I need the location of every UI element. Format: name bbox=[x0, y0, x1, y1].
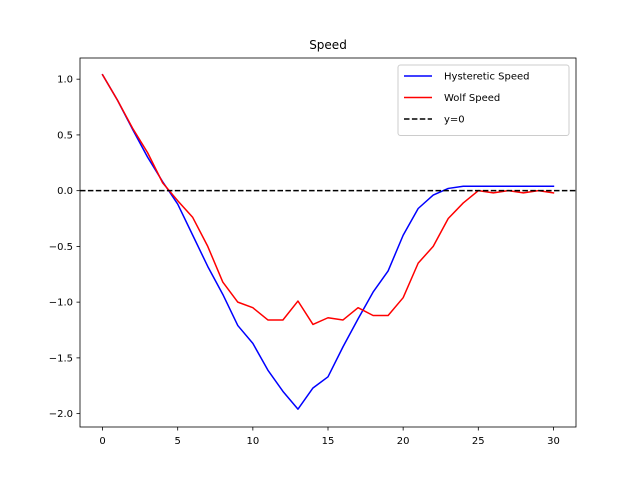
x-tick-label: 5 bbox=[175, 436, 181, 447]
y-tick-label: 0.5 bbox=[57, 130, 73, 141]
y-tick-label: −1.5 bbox=[49, 353, 73, 364]
legend-box bbox=[397, 64, 570, 136]
x-tick-label: 15 bbox=[322, 436, 335, 447]
legend-label-2: Wolf Speed bbox=[444, 93, 500, 104]
y-tick-label: −0.5 bbox=[49, 242, 73, 253]
y-tick-label: 0.0 bbox=[57, 186, 73, 197]
legend-label-3: y=0 bbox=[444, 115, 465, 126]
y-tick-label: 1.0 bbox=[57, 75, 73, 86]
plot-area: 0 5 10 15 20 25 30 −2.0 −1.5 −1.0 −0.5 0.0 0.5 1.0 bbox=[49, 57, 577, 447]
x-tick-label: 0 bbox=[99, 436, 105, 447]
x-tick-label: 30 bbox=[547, 436, 560, 447]
legend: Hysteretic Speed Wolf Speed y=0 bbox=[397, 64, 570, 136]
x-tick-label: 10 bbox=[246, 436, 259, 447]
y-tick-label: −2.0 bbox=[49, 409, 73, 420]
legend-label-1: Hysteretic Speed bbox=[444, 72, 530, 83]
x-tick-label: 20 bbox=[397, 436, 410, 447]
series-line-1 bbox=[101, 73, 555, 410]
chart-title: Speed bbox=[309, 38, 347, 52]
y-tick-label: −1.0 bbox=[49, 298, 73, 309]
x-tick-label: 25 bbox=[472, 436, 485, 447]
